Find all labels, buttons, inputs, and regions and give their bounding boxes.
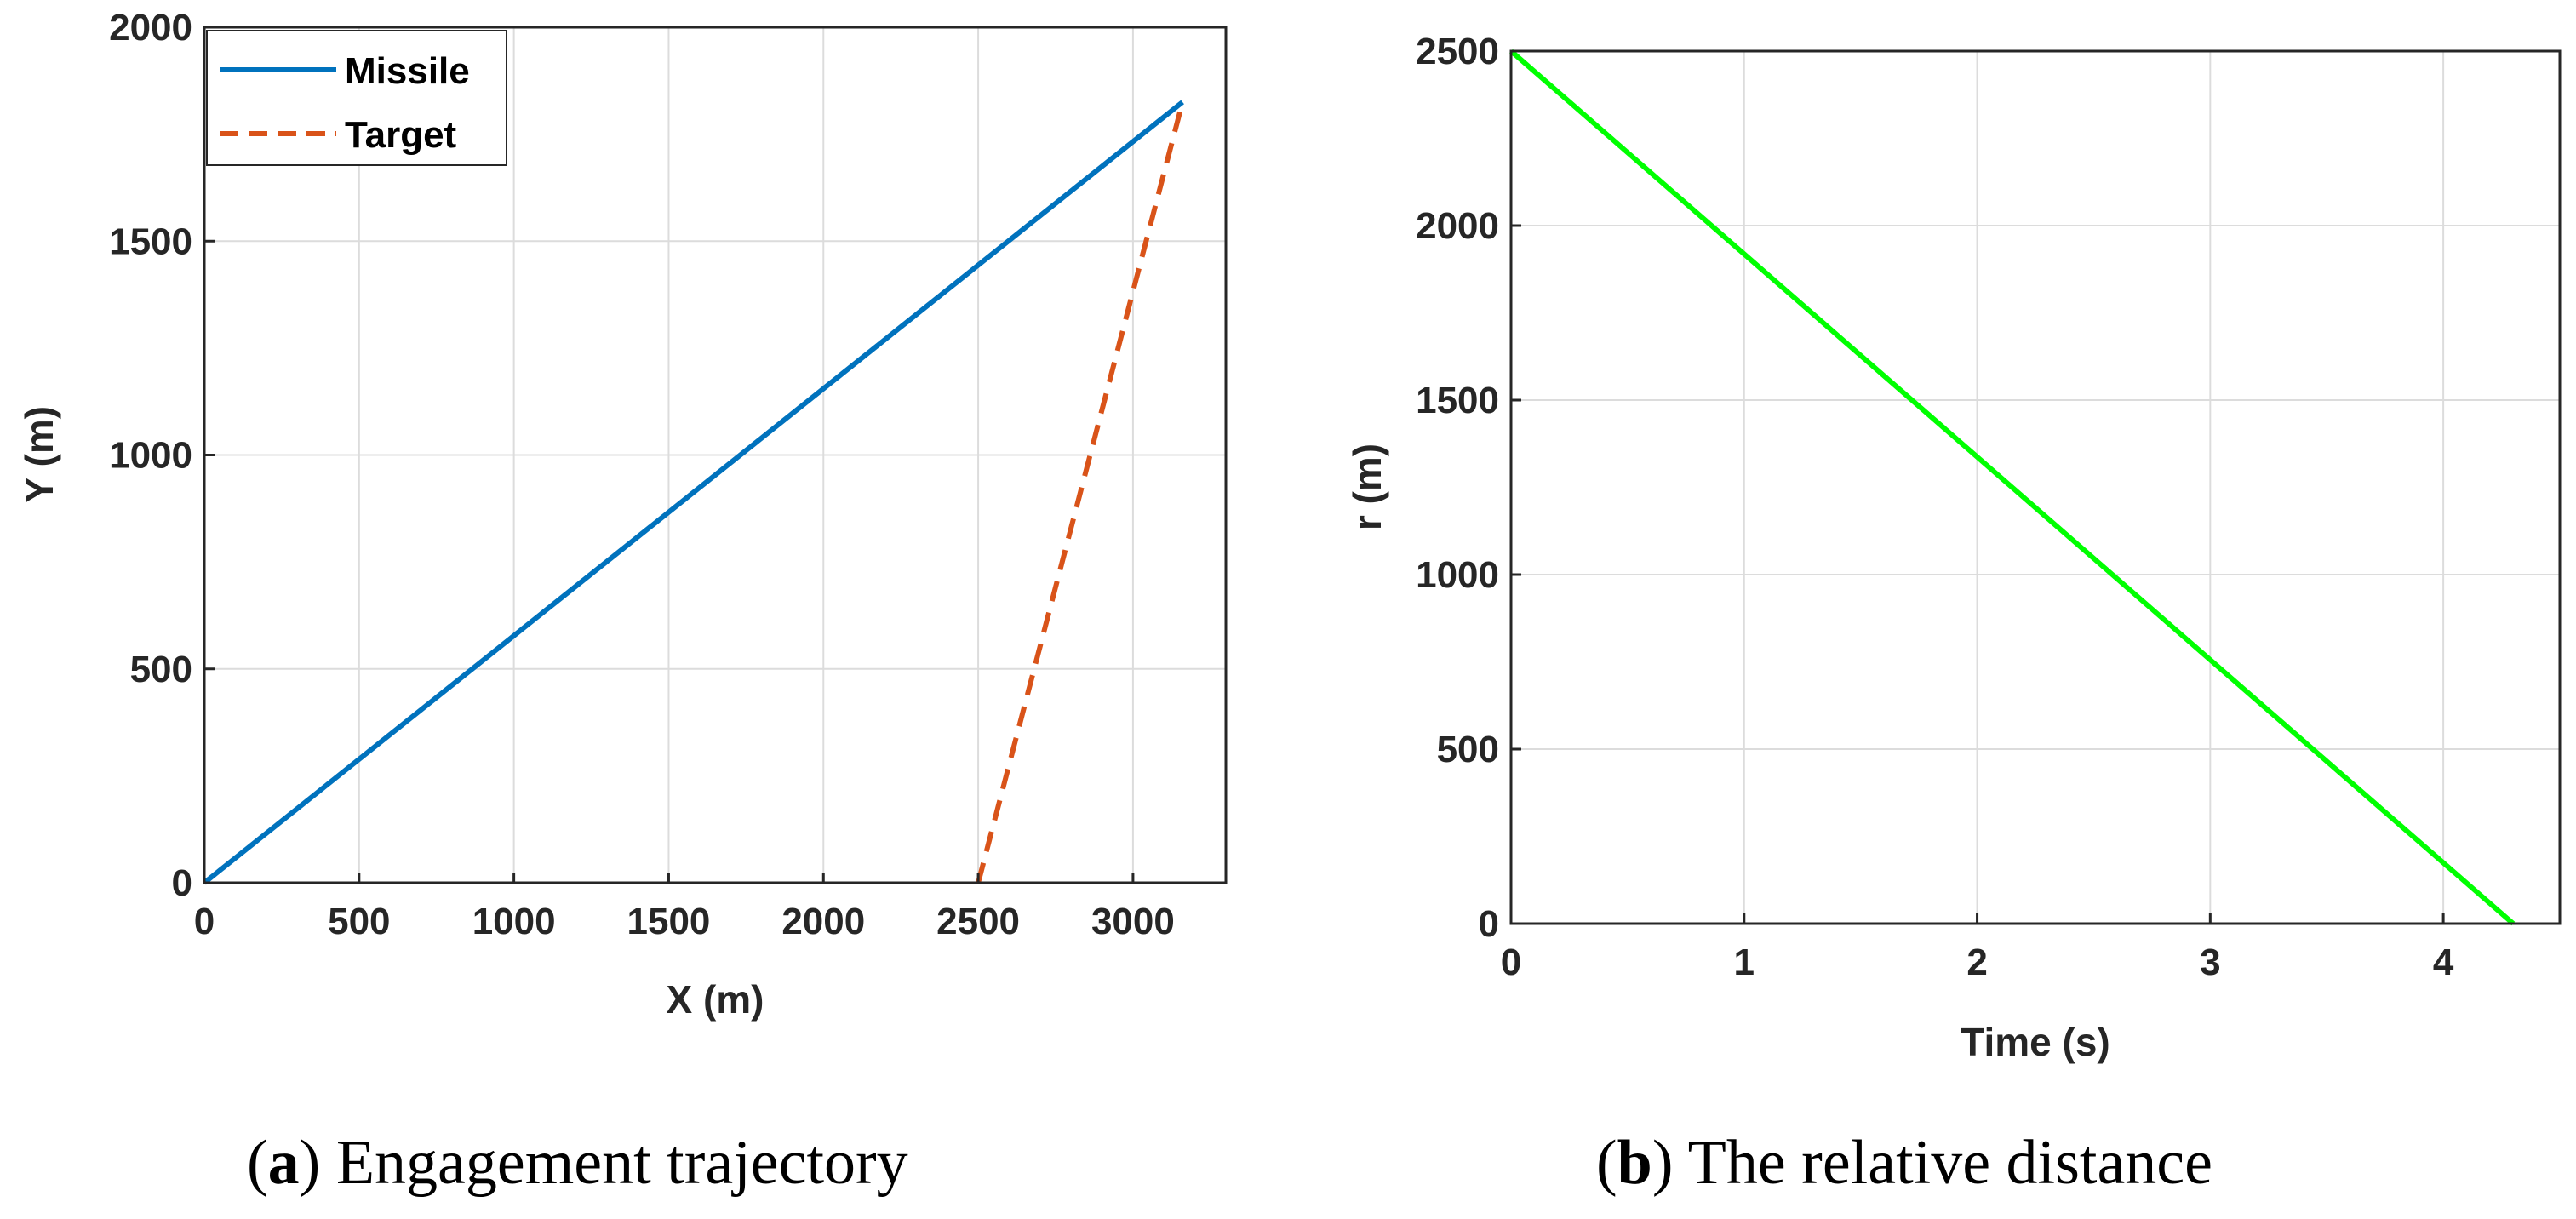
x-tick-label: 2	[1966, 941, 1987, 983]
plot-frame-b	[1509, 49, 2562, 925]
y-tick-label: 1000	[1416, 554, 1499, 596]
y-axis-label-a: Y (m)	[17, 406, 61, 503]
y-tick-label: 0	[1479, 903, 1499, 945]
caption-b-text: The relative distance	[1673, 1128, 2212, 1198]
y-ticks-a: 0 500 1000 1500 2000	[109, 7, 215, 904]
panel-relative-distance: 0 1 2 3 4 0 500 1000 1500 2000 2500 Time (s) r (m…	[1345, 31, 2562, 1198]
y-axis-label-b: r (m)	[1345, 444, 1389, 530]
y-tick-label: 2000	[1416, 205, 1499, 247]
caption-b: (b) The relative distance	[1596, 1128, 2212, 1198]
x-axis-label-a: X (m)	[667, 977, 764, 1022]
x-tick-label: 1	[1734, 941, 1755, 983]
y-tick-label: 1500	[109, 220, 192, 262]
grid-b	[1510, 50, 2560, 924]
x-tick-label: 1500	[627, 901, 711, 942]
caption-a-text: Engagement trajectory	[320, 1128, 907, 1198]
caption-a-letter: a	[268, 1128, 300, 1198]
panel-engagement-trajectory: 0 500 1000 1500 2000 2500 3000 0 500 1000 1500 200…	[17, 7, 1228, 1198]
y-tick-label: 2000	[109, 7, 192, 49]
x-tick-label: 1000	[472, 901, 556, 942]
series-group-a	[203, 100, 1185, 885]
x-ticks-b: 0 1 2 3 4	[1501, 913, 2454, 983]
y-tick-label: 0	[172, 862, 192, 904]
x-tick-label: 3	[2200, 941, 2220, 983]
x-tick-label: 2000	[781, 901, 865, 942]
legend-target-label: Target	[345, 114, 457, 156]
legend-box	[206, 30, 507, 166]
caption-b-letter: b	[1617, 1128, 1652, 1198]
caption-a: (a) Engagement trajectory	[247, 1128, 908, 1198]
y-tick-label: 500	[1437, 729, 1499, 770]
y-tick-label: 1500	[1416, 380, 1499, 421]
x-axis-label-b: Time (s)	[1961, 1020, 2110, 1064]
y-ticks-b: 0 500 1000 1500 2000 2500	[1416, 31, 1521, 945]
y-tick-label: 500	[130, 649, 192, 690]
series-line-missile	[203, 100, 1184, 885]
x-tick-label: 500	[328, 901, 390, 942]
x-tick-label: 3000	[1091, 901, 1175, 942]
series-group-b	[1509, 49, 2516, 926]
y-tick-label: 2500	[1416, 31, 1499, 72]
series-line-target	[976, 101, 1185, 884]
x-tick-label: 0	[194, 901, 215, 942]
x-tick-label: 2500	[936, 901, 1020, 942]
legend-a: Missile Target	[206, 30, 507, 166]
legend-missile-label: Missile	[345, 50, 470, 92]
x-tick-label: 0	[1501, 941, 1521, 983]
x-ticks-a: 0 500 1000 1500 2000 2500 3000	[194, 873, 1175, 942]
series-line-r	[1509, 49, 2516, 926]
x-tick-label: 4	[2433, 941, 2454, 983]
y-tick-label: 1000	[109, 435, 192, 477]
